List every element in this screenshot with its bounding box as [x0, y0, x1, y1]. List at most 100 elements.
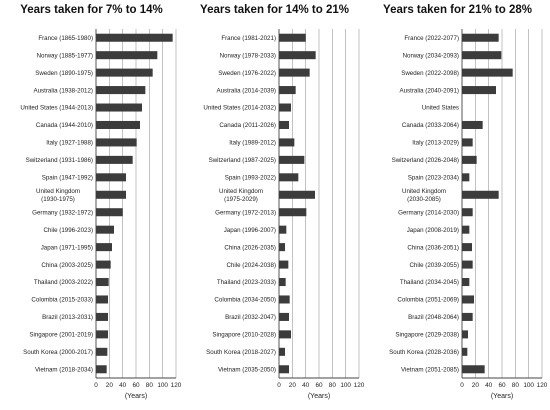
category-label: Canada (1944-2010) — [36, 122, 93, 129]
x-tick-label: 0 — [94, 382, 98, 389]
category-label: Sweden (1890-1975) — [35, 70, 93, 77]
bar — [96, 120, 140, 129]
category-label: Vietnam (2035-2050) — [218, 366, 276, 373]
bar — [96, 295, 108, 304]
bar — [96, 260, 111, 269]
bar — [96, 103, 142, 112]
bar — [279, 312, 289, 321]
chart-plot: France (2022-2077) Norway (2034-2093) Swed… — [389, 29, 548, 400]
category-label: Singapore (2001-2019) — [29, 332, 93, 339]
x-tick-label: 80 — [512, 382, 520, 389]
category-label: Spain (1947-1992) — [42, 175, 93, 182]
bar — [462, 260, 473, 269]
bar — [462, 86, 496, 95]
bar — [279, 33, 306, 42]
bar — [96, 138, 137, 147]
category-label: Italy (2013-2029) — [412, 140, 459, 147]
x-tick-label: 120 — [354, 382, 365, 389]
category-label: (1930-1975) — [41, 196, 75, 203]
bar — [96, 243, 112, 252]
chart-plot: France (1865-1980) Norway (1885-1977) Swed… — [20, 29, 182, 400]
x-tick-label: 80 — [146, 382, 154, 389]
x-tick-label: 100 — [340, 382, 351, 389]
bar — [462, 295, 474, 304]
category-label: Norway (1978-2033) — [220, 52, 276, 59]
x-tick-label: 80 — [329, 382, 337, 389]
category-label: Canada (2033-2064) — [402, 122, 459, 129]
x-tick-label: 20 — [472, 382, 480, 389]
bar — [462, 120, 483, 129]
x-tick-label: 120 — [537, 382, 548, 389]
chart-panel-1: France (1865-1980) Norway (1885-1977) Swed… — [0, 0, 183, 410]
category-label: France (2022-2077) — [404, 35, 459, 42]
x-tick-label: 60 — [132, 382, 140, 389]
category-label: Thailand (2034-2045) — [400, 279, 459, 286]
bar — [279, 155, 305, 164]
bar — [96, 33, 173, 42]
category-label: Colombia (2051-2069) — [397, 297, 459, 304]
category-label: United Kingdom — [402, 188, 446, 195]
bar — [96, 86, 146, 95]
bar — [279, 347, 285, 356]
category-label: South Korea (2000-2017) — [23, 349, 93, 356]
bar — [279, 243, 285, 252]
category-label: United States — [422, 105, 459, 112]
category-label: Japan (2008-2019) — [407, 227, 459, 234]
bar — [462, 138, 473, 147]
bar — [279, 51, 316, 60]
x-tick-label: 100 — [523, 382, 534, 389]
category-label: Chile (2024-2038) — [226, 262, 276, 269]
category-label: South Korea (2028-2036) — [389, 349, 459, 356]
chart-panel-2: France (1981-2021) Norway (1978-2033) Swed… — [183, 0, 366, 410]
x-tick-label: 60 — [498, 382, 506, 389]
bar — [279, 68, 310, 77]
bar — [279, 225, 287, 234]
category-label: China (2003-2025) — [41, 262, 93, 269]
bar — [96, 347, 108, 356]
category-label: Brazil (2032-2047) — [225, 314, 276, 321]
bar — [462, 243, 472, 252]
bar — [279, 208, 307, 217]
category-label: (2030-2085) — [407, 196, 441, 203]
category-label: Germany (1932-1972) — [32, 209, 93, 216]
bar — [462, 278, 470, 287]
bar — [96, 312, 108, 321]
chart-panel-3: France (2022-2077) Norway (2034-2093) Swed… — [366, 0, 549, 410]
chart-title: Years taken for 7% to 14% — [20, 4, 163, 16]
category-label: Italy (1927-1988) — [46, 140, 93, 147]
category-label: Colombia (2015-2033) — [31, 297, 93, 304]
x-tick-label: 40 — [119, 382, 127, 389]
category-label: United Kingdom — [36, 188, 80, 195]
bar — [279, 138, 295, 147]
bar — [96, 51, 158, 60]
bar — [462, 365, 485, 374]
category-label: Switzerland (2026-2048) — [392, 157, 459, 164]
chart-title: Years taken for 21% to 28% — [383, 4, 532, 16]
category-label: Thailand (2003-2022) — [34, 279, 93, 286]
bar — [96, 155, 133, 164]
bar — [462, 347, 468, 356]
bar — [279, 295, 290, 304]
x-tick-label: 40 — [485, 382, 493, 389]
bar — [462, 330, 468, 339]
bar — [96, 225, 114, 234]
bar — [462, 312, 473, 321]
bar — [279, 190, 315, 199]
category-label: China (2026-2035) — [224, 244, 276, 251]
bar — [279, 365, 289, 374]
category-label: Australia (2040-2091) — [399, 87, 459, 94]
x-axis-title: (Years) — [125, 393, 147, 400]
bar — [462, 173, 470, 182]
category-label: Singapore (2029-2038) — [395, 332, 459, 339]
category-label: Vietnam (2018-2034) — [35, 366, 93, 373]
bar — [96, 278, 109, 287]
category-label: Japan (1971-1995) — [41, 244, 93, 251]
x-axis-title: (Years) — [491, 393, 513, 400]
category-label: Spain (2023-2034) — [408, 175, 459, 182]
category-label: Australia (1938-2012) — [33, 87, 93, 94]
category-label: France (1865-1980) — [38, 35, 93, 42]
x-tick-label: 0 — [460, 382, 464, 389]
category-label: Norway (1885-1977) — [37, 52, 93, 59]
bar — [279, 103, 291, 112]
bar — [96, 330, 108, 339]
